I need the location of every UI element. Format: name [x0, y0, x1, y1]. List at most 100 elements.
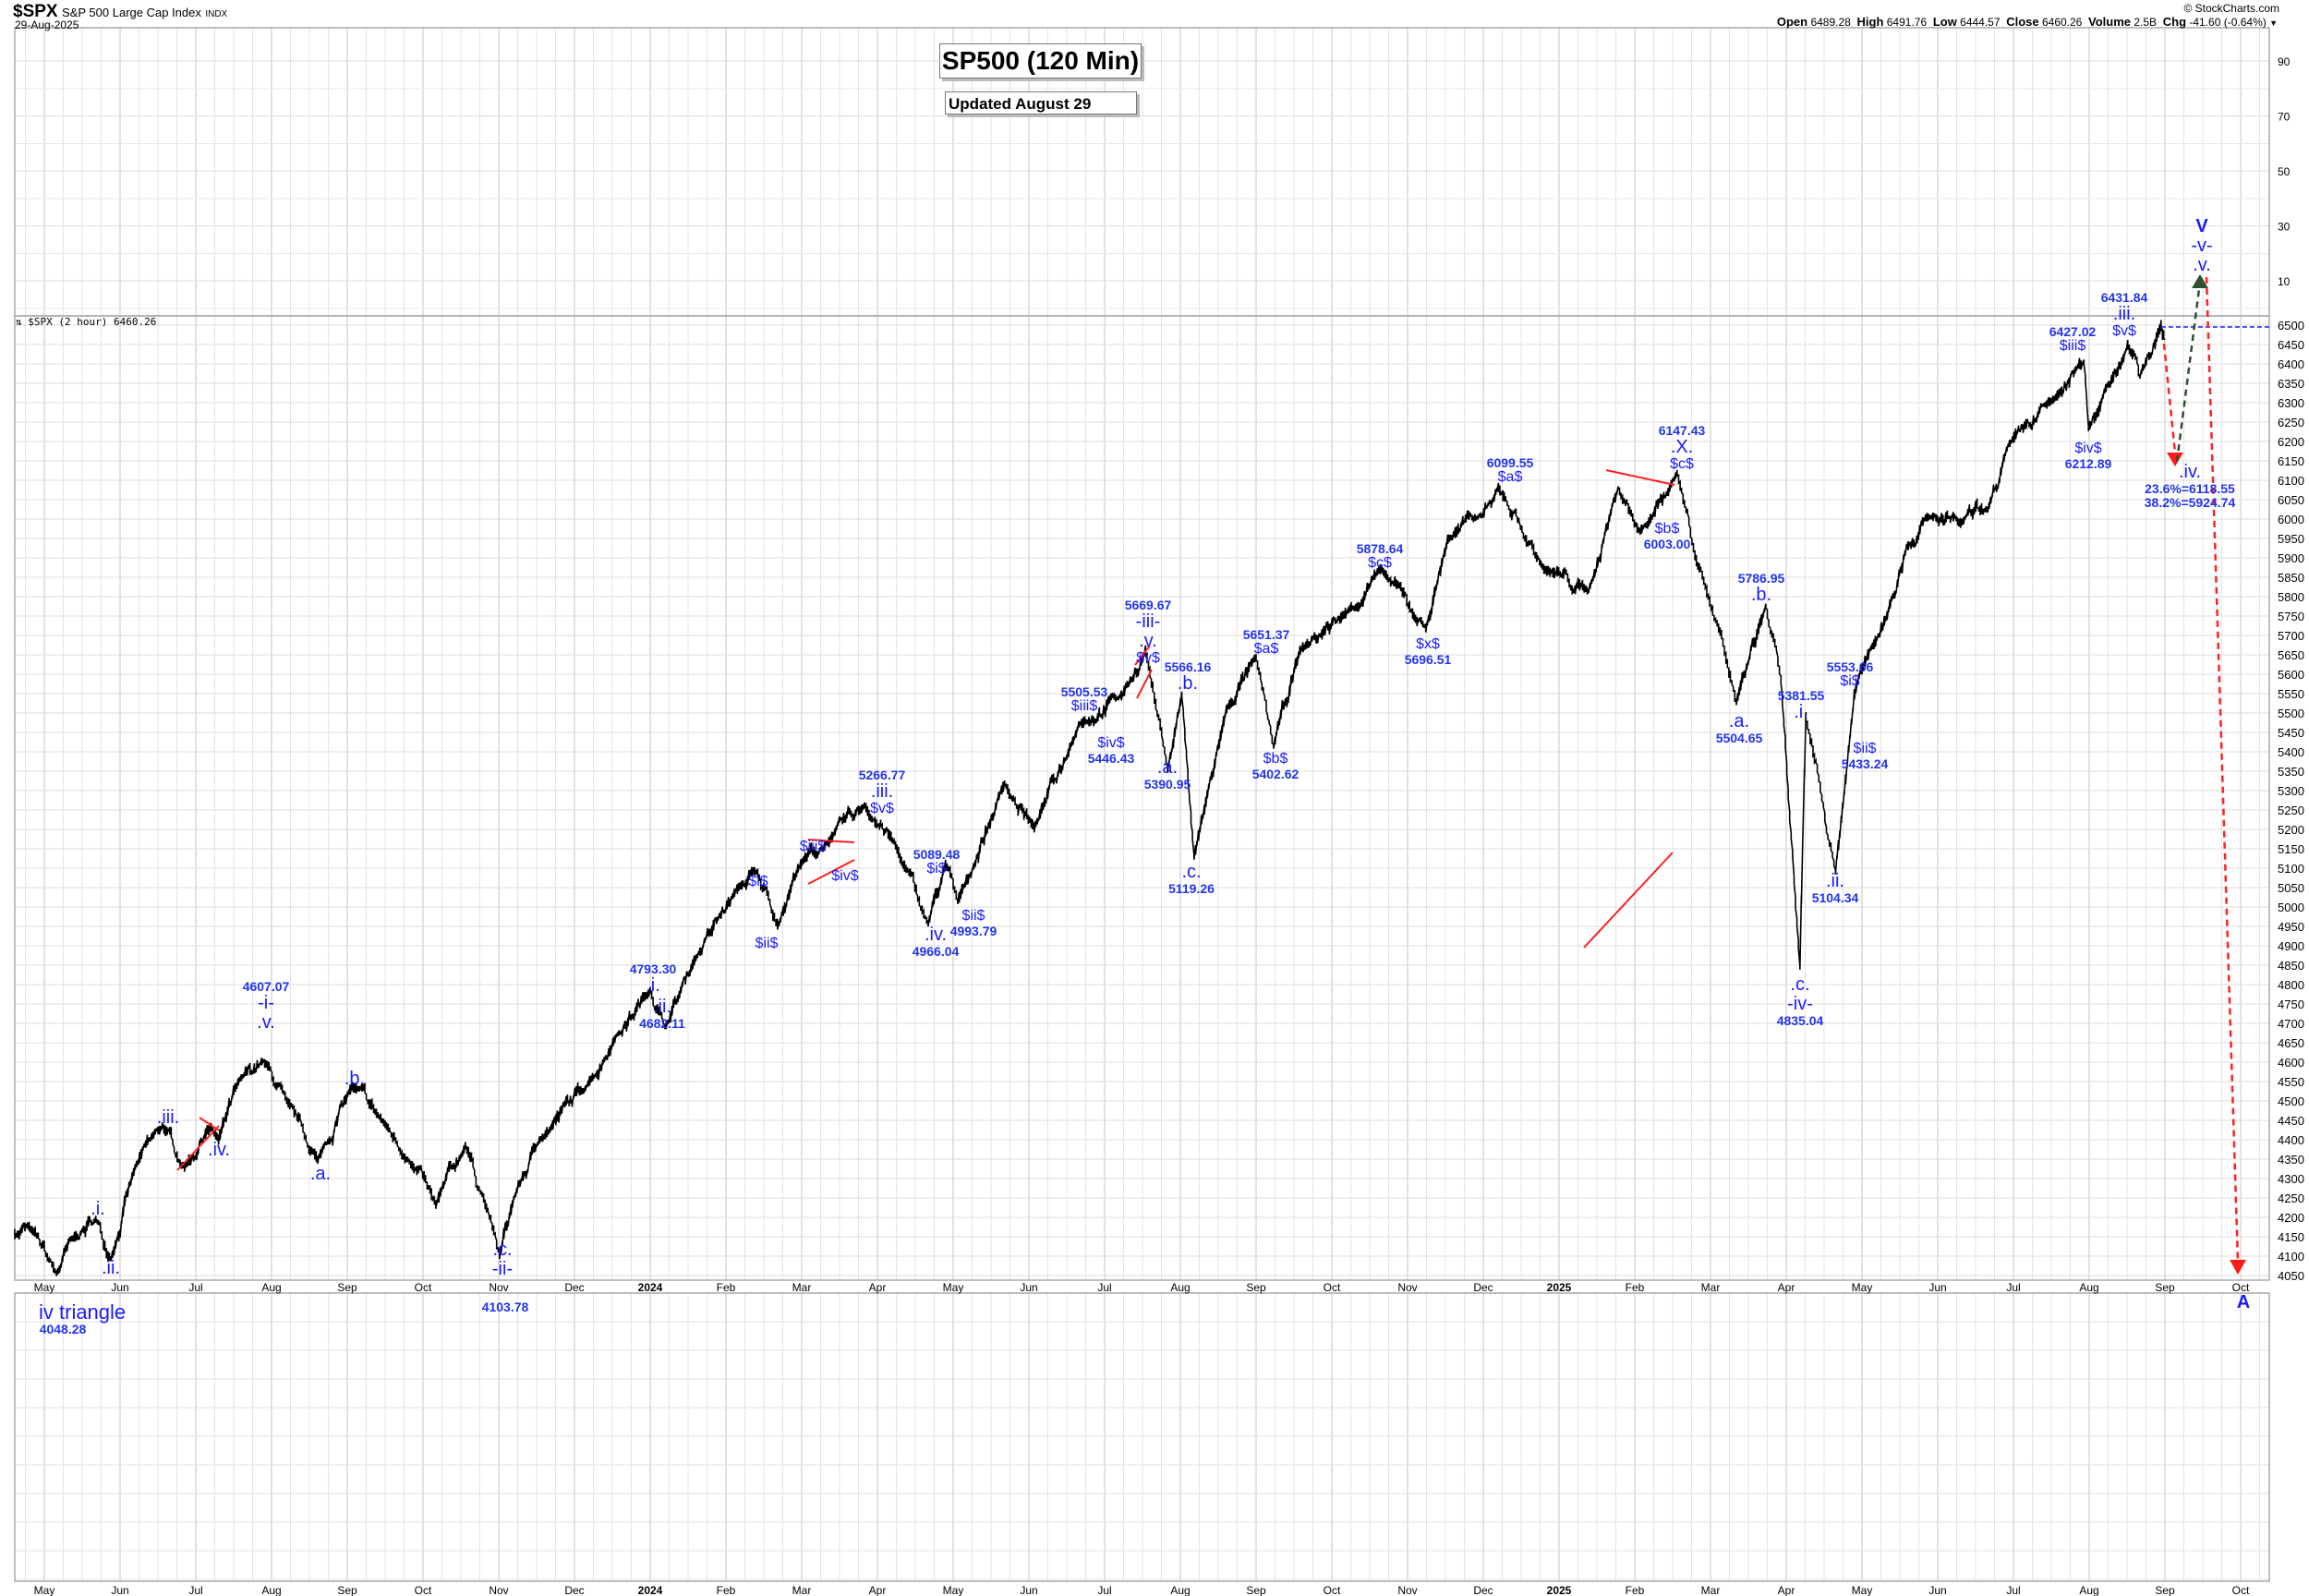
wave-count-label: .iv. — [207, 1140, 231, 1160]
wave-label: 5381.55 .i. — [1778, 689, 1825, 722]
wave-label: .a. 5504.65 — [1716, 712, 1763, 745]
x-tick-label: Feb — [1626, 1281, 1645, 1294]
price-label: 5504.65 — [1715, 731, 1763, 745]
upper-tick-label: 70 — [2278, 111, 2291, 124]
iv-triangle-value-text: 4048.28 — [39, 1322, 87, 1336]
price-label: 5669.67 — [1124, 598, 1172, 612]
wave-count-label: .ii. — [653, 997, 671, 1017]
trendline — [807, 859, 855, 885]
wave-label: $x$ 5696.51 — [1405, 636, 1452, 666]
volume-value: 2.5B — [2134, 16, 2158, 29]
chg-value: -41.60 (-0.64%) — [2189, 16, 2267, 29]
x-tick-label: Nov — [1397, 1584, 1417, 1596]
arrow-up-icon — [2192, 274, 2208, 288]
price-label: 6427.02 — [2049, 324, 2097, 339]
upper-tick-label: 10 — [2278, 275, 2291, 288]
x-tick-label: Apr — [869, 1281, 887, 1294]
y-tick-label: 5450 — [2278, 726, 2304, 740]
open-label: Open — [1776, 15, 1808, 29]
wave-count-label: .iii. — [156, 1107, 180, 1128]
price-label: 5786.95 — [1737, 571, 1785, 586]
wave-label: 5266.77 .iii. $v$ — [859, 768, 906, 816]
x-tick-label: Jun — [1020, 1281, 1037, 1294]
price-label: 5651.37 — [1242, 627, 1290, 642]
wave-count-label: $b$ — [1654, 521, 1680, 537]
wave-label: .iv. 4966.04 — [913, 925, 960, 959]
price-label: 5119.26 — [1168, 881, 1215, 896]
price-label: 4993.79 — [949, 923, 997, 938]
copyright: © StockCharts.com — [2183, 2, 2279, 15]
panel-border — [14, 315, 2270, 1281]
y-tick-label: 6000 — [2278, 513, 2304, 526]
wave-count-label: .i. — [646, 974, 660, 996]
wave-label: 5566.16 .b. — [1165, 660, 1212, 694]
y-tick-label: 6150 — [2278, 454, 2304, 468]
y-tick-label: 6450 — [2278, 338, 2304, 352]
iv-triangle-value: 4048.28 — [40, 1323, 87, 1336]
chevron-down-icon[interactable]: ▼ — [2269, 18, 2278, 28]
price-label: 6003.00 — [1643, 536, 1691, 551]
wave-count-label: -i- — [258, 992, 274, 1013]
wave-label: .iv. 23.6%=6118.55 38.2%=5924.74 — [2145, 463, 2235, 509]
iv-triangle-note: iv triangle — [39, 1300, 127, 1324]
wave-count-label: $a$ — [1497, 468, 1523, 485]
x-tick-label: May — [1852, 1281, 1873, 1294]
y-tick-label: 4450 — [2278, 1114, 2304, 1128]
exchange: INDX — [205, 9, 228, 19]
y-tick-label: 4700 — [2278, 1017, 2304, 1031]
wave-count-label: -iii- — [1135, 611, 1161, 632]
y-tick-label: 5800 — [2278, 590, 2304, 604]
wave-count-label: -iv- — [1787, 994, 1813, 1014]
wave-count-label: .a. — [309, 1164, 332, 1184]
price-label: 4835.04 — [1776, 1013, 1824, 1028]
y-tick-label: 4250 — [2278, 1191, 2304, 1205]
wave-count-label: -v- — [2191, 236, 2213, 256]
y-tick-label: 6050 — [2278, 493, 2304, 507]
wave-label: $ii$ 5433.24 — [1842, 741, 1889, 770]
wave-count-label: .iv. — [924, 925, 948, 945]
x-tick-label: Sep — [1246, 1281, 1266, 1294]
x-tick-label: Sep — [2155, 1281, 2175, 1294]
x-tick-label: Mar — [792, 1281, 812, 1294]
volume-label: Volume — [2088, 15, 2132, 29]
chart-subtitle: Updated August 29 — [945, 91, 1137, 115]
wave-count-label: .b. — [1750, 584, 1772, 605]
y-tick-label: 6200 — [2278, 435, 2304, 449]
wave-label: V -v- .v. — [2191, 217, 2212, 275]
wave-count-label: .a. — [1728, 711, 1750, 732]
wave-count-label: $c$ — [1368, 554, 1392, 571]
wave-label: .ii. — [102, 1259, 120, 1278]
wave-label: 4793.30 .i. — [630, 962, 677, 996]
upper-tick-label: 90 — [2278, 55, 2291, 68]
x-tick-label: Aug — [2079, 1584, 2098, 1596]
x-tick-label: Jun — [1020, 1584, 1037, 1596]
x-tick-label: May — [34, 1584, 55, 1596]
price-label: 5446.43 — [1087, 750, 1135, 766]
x-tick-label: Nov — [489, 1584, 508, 1596]
price-label: 6212.89 — [2064, 455, 2112, 471]
wave-count-label: $i$ — [748, 874, 768, 889]
wave-count-label: .X. — [1670, 436, 1694, 457]
wave-label: 5786.95 .b. — [1738, 572, 1785, 605]
y-tick-label: 5350 — [2278, 765, 2304, 779]
y-tick-label: 4300 — [2278, 1172, 2304, 1186]
y-tick-label: 5750 — [2278, 610, 2304, 623]
wave-count-label: .b. — [344, 1069, 366, 1089]
wave-label: .iv. — [208, 1141, 230, 1160]
x-tick-label: Feb — [1626, 1584, 1645, 1596]
x-tick-label: Aug — [261, 1281, 281, 1294]
price-bars-icon: ⇅ — [16, 316, 22, 328]
wave-label: $ii$ 4993.79 — [949, 908, 997, 938]
upper-tick-label: 50 — [2278, 165, 2291, 178]
wave-count-label: .a. — [1156, 757, 1179, 778]
wave-label: .i. — [91, 1200, 105, 1219]
wave-count-label: .iii. — [870, 780, 894, 802]
price-label: 5266.77 — [858, 768, 906, 782]
wave-count-label: $b$ — [1263, 751, 1288, 767]
price-label: 6099.55 — [1486, 455, 1534, 470]
price-label: 5505.53 — [1060, 684, 1108, 699]
x-tick-label: Dec — [1473, 1584, 1493, 1596]
x-tick-label: Jul — [188, 1281, 202, 1294]
projection-arrow-up — [2175, 288, 2201, 463]
chart-header: $SPX S&P 500 Large Cap Index INDX — [13, 2, 227, 22]
